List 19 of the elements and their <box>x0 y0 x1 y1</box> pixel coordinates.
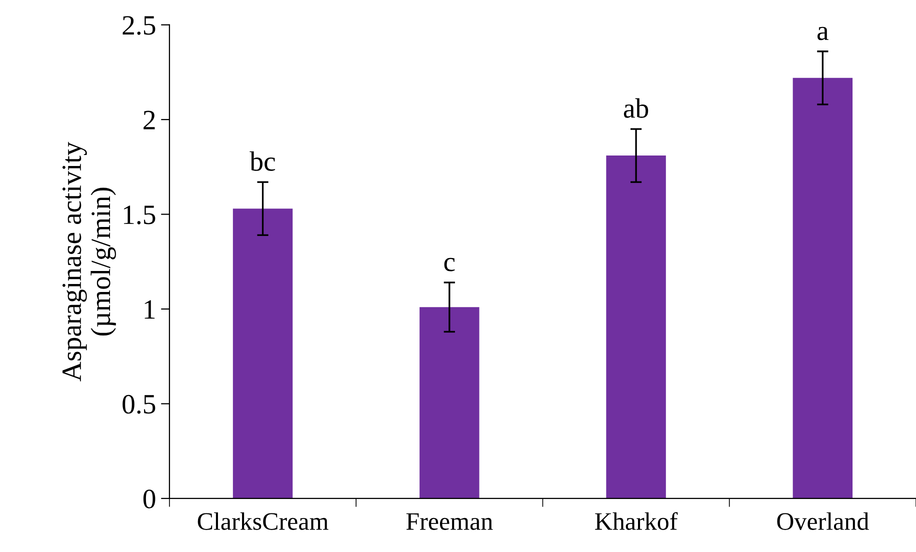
x-tick-label: Freeman <box>406 513 493 530</box>
annotation: a <box>817 26 828 40</box>
y-tick-label: 0.5 <box>122 394 156 414</box>
y-tick-label: 2.5 <box>122 16 156 35</box>
y-tick-label: 1 <box>144 300 155 319</box>
annotation: bc <box>250 151 276 171</box>
y-axis-title: Asparaginase activity (µmol/g/min) <box>62 142 116 382</box>
bar <box>232 208 293 498</box>
x-tick-label: ClarksCream <box>198 512 328 530</box>
bar <box>420 307 480 498</box>
y-tick-label: 2 <box>144 110 155 130</box>
bar <box>792 78 853 498</box>
x-tick-label: Overland <box>777 512 869 530</box>
y-tick-label: 0 <box>143 490 156 508</box>
x-tick-label: Kharkof <box>595 512 678 530</box>
annotation: c <box>444 258 455 272</box>
annotation: ab <box>624 98 648 118</box>
bar <box>606 156 666 498</box>
y-tick-label: 1.5 <box>124 206 156 224</box>
